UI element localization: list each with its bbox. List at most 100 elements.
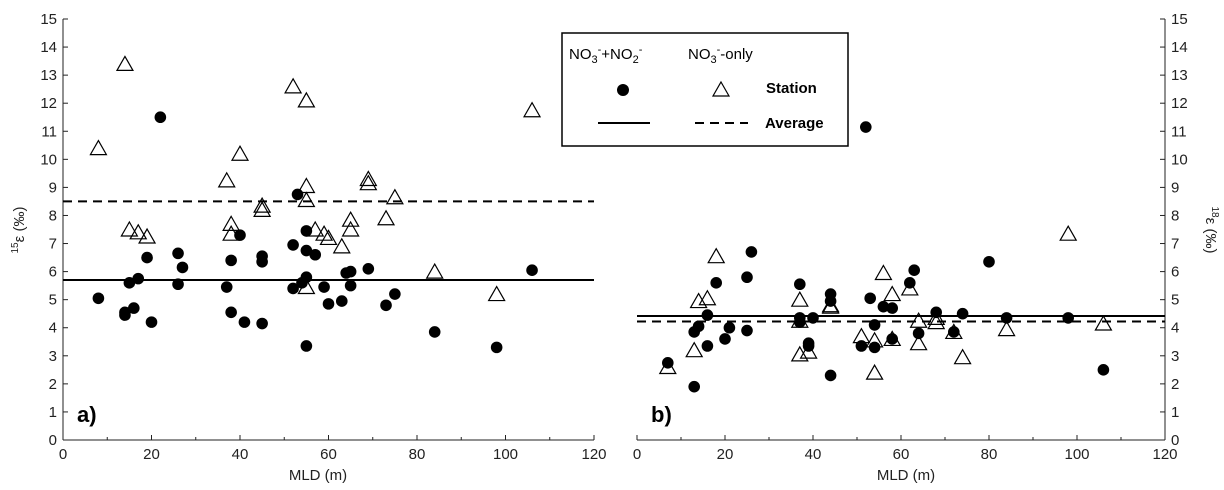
point-no3-only — [852, 327, 871, 344]
point-no3-no2 — [172, 278, 184, 291]
point-no3-only — [707, 247, 726, 264]
y-tick-label: 5 — [49, 292, 57, 309]
point-no3-only — [253, 196, 272, 213]
point-no3-no2 — [154, 111, 167, 124]
point-no3-no2 — [824, 369, 837, 382]
point-no3-only — [865, 363, 884, 380]
point-no3-no2 — [123, 277, 136, 289]
point-no3-no2 — [220, 281, 233, 293]
panel-label: a) — [77, 402, 97, 427]
y-tick-label: 12 — [40, 95, 57, 112]
point-no3-no2 — [141, 251, 153, 264]
legend-title-a: NO3-+NO2- — [569, 44, 643, 66]
legend-average-label: Average — [765, 115, 824, 132]
point-no3-only — [319, 229, 338, 246]
x-tick-label: 100 — [1064, 446, 1089, 463]
y-tick-label: 4 — [49, 320, 57, 337]
legend-marker-triangle — [711, 80, 731, 97]
point-no3-no2 — [745, 246, 758, 258]
point-no3-no2 — [526, 264, 538, 276]
point-no3-only — [487, 285, 506, 302]
point-no3-only — [790, 312, 809, 328]
point-no3-only — [222, 225, 241, 241]
y-tick-label: 7 — [49, 236, 57, 253]
point-no3-only — [385, 188, 404, 205]
point-no3-no2 — [1000, 312, 1013, 324]
y-tick-label: 0 — [1171, 432, 1179, 449]
point-no3-no2 — [300, 271, 313, 284]
point-no3-only — [230, 145, 250, 161]
x-tick-label: 60 — [320, 446, 337, 463]
x-tick-label: 0 — [633, 446, 641, 463]
point-no3-only — [341, 220, 360, 237]
point-no3-no2 — [318, 281, 330, 293]
point-no3-only — [953, 348, 972, 365]
point-no3-no2 — [145, 316, 158, 328]
point-no3-only — [927, 309, 946, 326]
panel-a: 0 20 40 60 80 100 1200123456789101112131415MLD… — [10, 11, 607, 484]
y-tick-label: 8 — [1171, 207, 1179, 224]
point-no3-no2 — [287, 282, 299, 295]
point-no3-no2 — [741, 271, 753, 284]
point-no3-no2 — [794, 278, 806, 291]
point-no3-no2 — [238, 316, 251, 328]
point-no3-only — [944, 323, 963, 340]
x-tick-label: 20 — [717, 446, 734, 463]
point-no3-no2 — [300, 340, 313, 352]
y-tick-label: 13 — [1171, 67, 1188, 84]
point-no3-only — [997, 320, 1016, 337]
point-no3-no2 — [741, 324, 753, 337]
point-no3-no2 — [176, 261, 189, 274]
point-no3-only — [874, 264, 893, 281]
point-no3-no2 — [287, 239, 299, 251]
point-no3-only — [332, 237, 351, 254]
point-no3-only — [306, 220, 325, 237]
point-no3-no2 — [692, 320, 705, 333]
point-no3-no2 — [362, 262, 375, 275]
y-tick-label: 9 — [49, 179, 57, 196]
y-tick-label: 1 — [49, 404, 57, 421]
y-tick-label: 12 — [1171, 95, 1188, 112]
point-no3-only — [284, 77, 303, 94]
point-no3-only — [790, 290, 809, 307]
y-tick-label: 3 — [1171, 348, 1179, 365]
point-no3-only — [297, 91, 316, 108]
point-no3-only — [120, 220, 139, 237]
y-tick-label: 0 — [49, 432, 57, 449]
point-no3-no2 — [1062, 312, 1074, 324]
y-tick-label: 2 — [49, 376, 57, 393]
point-no3-only — [297, 278, 316, 295]
point-no3-no2 — [256, 255, 268, 268]
point-no3-only — [222, 215, 241, 231]
point-no3-only — [865, 331, 884, 348]
x-tick-label: 80 — [409, 446, 426, 463]
y-tick-label: 13 — [40, 67, 57, 84]
legend: NO3-+NO2- NO3--only Station Average — [561, 32, 849, 147]
x-tick-label: 40 — [232, 446, 249, 463]
point-no3-no2 — [428, 326, 441, 338]
point-no3-only — [341, 210, 360, 227]
y-tick-label: 11 — [1171, 123, 1187, 140]
point-no3-no2 — [380, 299, 392, 312]
point-no3-only — [297, 191, 316, 208]
point-no3-only — [685, 341, 704, 358]
legend-station-label: Station — [766, 80, 817, 97]
y-tick-label: 5 — [1171, 292, 1179, 309]
point-no3-no2 — [807, 312, 819, 324]
y-tick-label: 6 — [49, 264, 57, 281]
point-no3-no2 — [908, 264, 920, 276]
point-no3-no2 — [701, 340, 714, 352]
y-tick-label: 10 — [40, 151, 57, 168]
point-no3-no2 — [912, 327, 925, 340]
point-no3-only — [425, 262, 444, 279]
point-no3-no2 — [322, 298, 335, 310]
y-tick-label: 15 — [1171, 11, 1188, 28]
point-no3-only — [1094, 314, 1113, 331]
y-tick-label: 4 — [1171, 320, 1179, 337]
point-no3-no2 — [864, 292, 876, 305]
point-no3-no2 — [719, 333, 731, 345]
point-no3-only — [359, 174, 378, 191]
point-no3-no2 — [389, 288, 401, 300]
panel-label: b) — [651, 402, 672, 427]
